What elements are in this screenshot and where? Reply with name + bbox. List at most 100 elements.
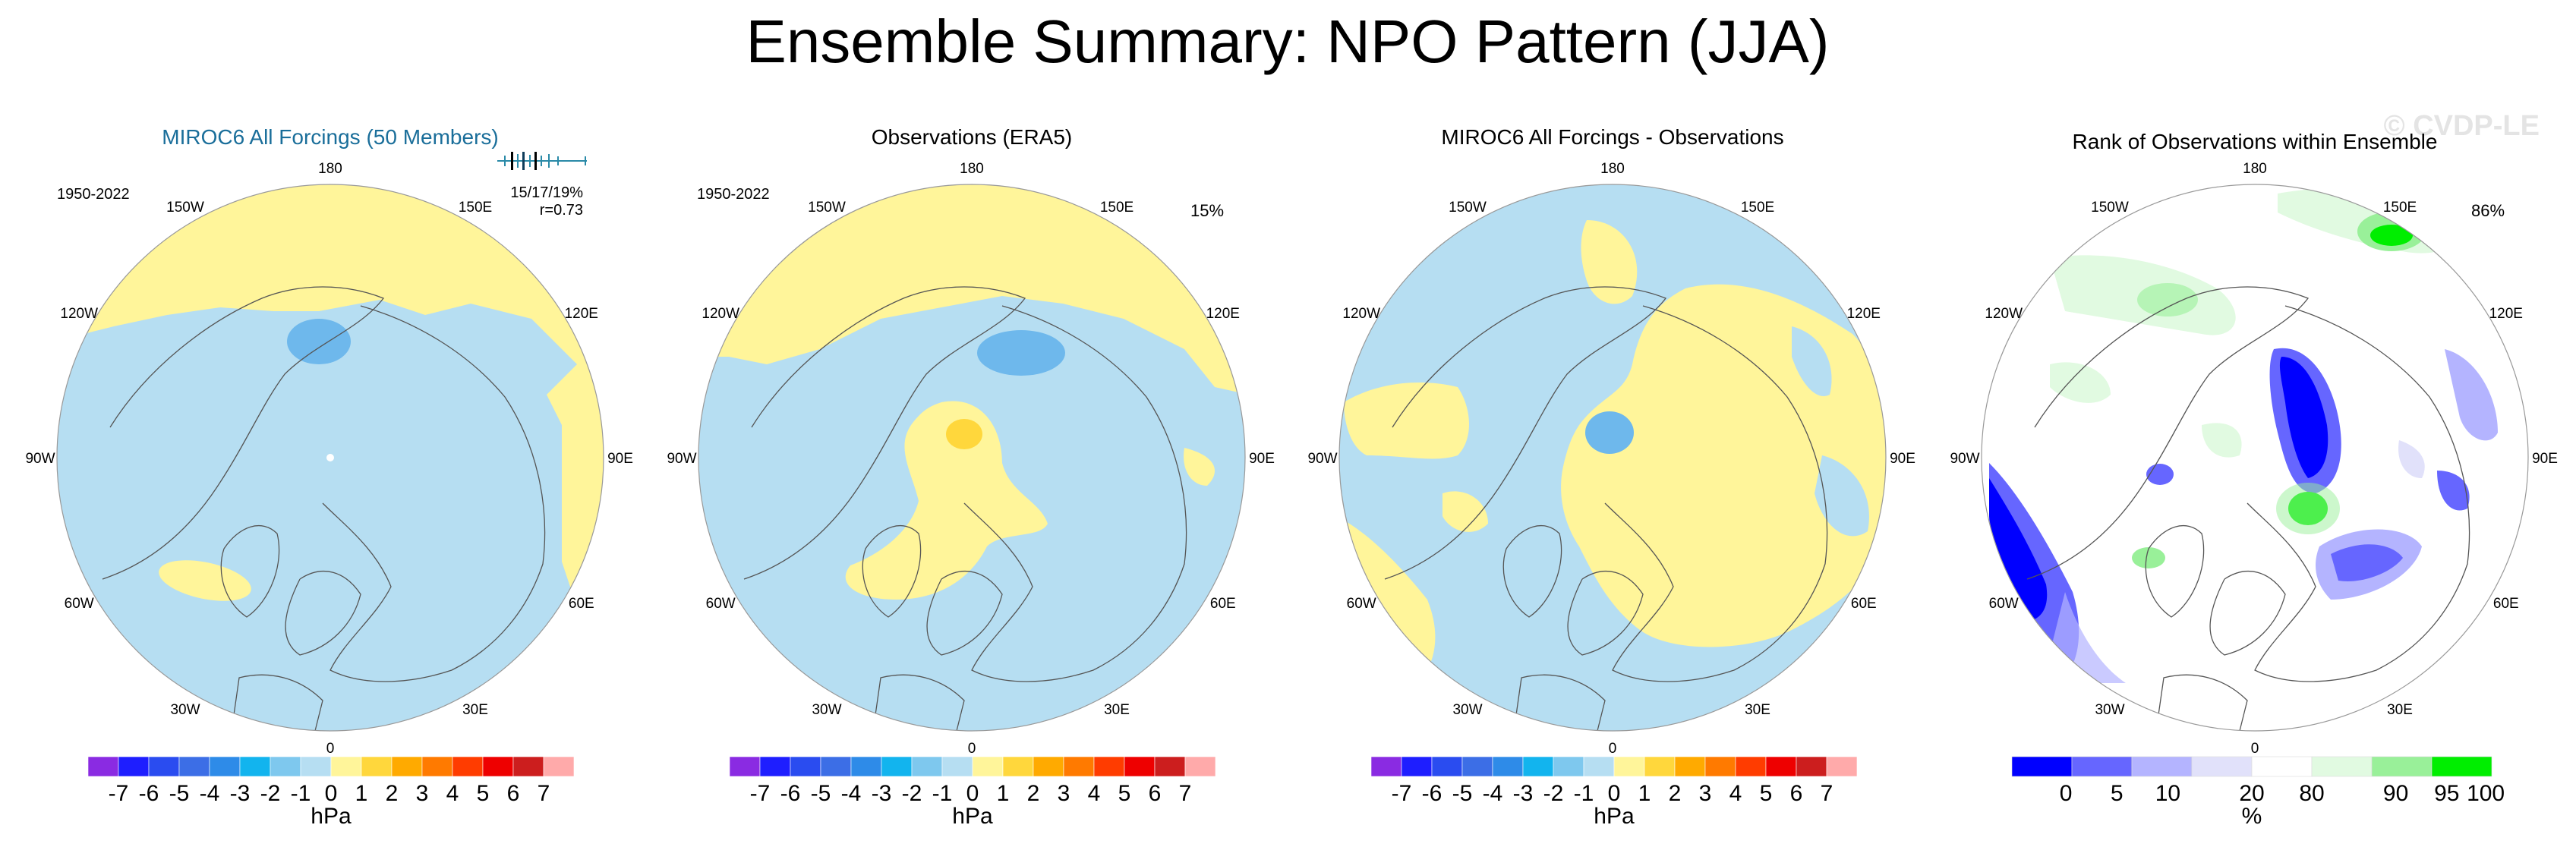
map-overlay: 180 150E 120E 90E 60E 30E 0 30W 60W 90W 120W 150W xyxy=(25,161,632,757)
lon-label: 0 xyxy=(1609,741,1617,757)
panel-title: MIROC6 All Forcings (50 Members) xyxy=(162,125,498,149)
coastline xyxy=(2155,674,2248,731)
lon-label: 180 xyxy=(1600,161,1625,177)
colorbar-tick-label: 6 xyxy=(1149,781,1162,806)
lon-label: 90E xyxy=(2532,451,2558,467)
colorbar-tick-label: 2 xyxy=(1027,781,1040,806)
colorbar-model: -7 -6 -5 -4 -3 -2 -1 0 1 2 3 4 5 6 7 hPa xyxy=(87,756,575,829)
colorbar-tick-label: -5 xyxy=(1452,781,1473,806)
coastlines xyxy=(2026,286,2470,731)
colorbar-rank: 0 5 10 20 80 90 95 100% xyxy=(2011,756,2505,829)
colorbar-difference: -7 -6 -5 -4 -3 -2 -1 0 1 2 3 4 5 6 7 hPa xyxy=(1370,756,1858,829)
colorbar-box xyxy=(1431,756,1463,777)
coastline xyxy=(1384,286,1667,580)
coastline xyxy=(285,570,361,656)
lon-label: 150W xyxy=(1449,200,1487,216)
panel-title: Observations (ERA5) xyxy=(872,125,1073,149)
period-label: 1950-2022 xyxy=(57,186,130,203)
colorbar-box xyxy=(2071,756,2133,777)
colorbar-tick-label: -7 xyxy=(109,781,129,806)
lon-label: 90E xyxy=(607,451,633,467)
colorbar-box xyxy=(911,756,943,777)
lon-label: 90E xyxy=(1249,451,1275,467)
colorbar-box xyxy=(1674,756,1706,777)
colorbar-tick-label: -5 xyxy=(811,781,831,806)
lon-label: 90W xyxy=(1950,451,1979,467)
lon-label: 120W xyxy=(1342,306,1380,322)
colorbar-box xyxy=(1124,756,1156,777)
colorbar-tick-label: 7 xyxy=(1179,781,1192,806)
map-fill xyxy=(1339,184,1886,731)
rank-percent: 86% xyxy=(2471,201,2505,220)
colorbar-box xyxy=(1461,756,1493,777)
colorbar-tick-label: 0 xyxy=(325,781,338,806)
colorbar-box xyxy=(820,756,852,777)
colorbar-tick-label: 7 xyxy=(1821,781,1833,806)
colorbar-box xyxy=(270,756,301,777)
lon-label: 30E xyxy=(1745,702,1770,718)
colorbar-tick-label: 4 xyxy=(446,781,459,806)
lon-label: 120W xyxy=(60,306,98,322)
lon-label: 180 xyxy=(960,161,984,177)
lon-label: 0 xyxy=(968,741,976,757)
colorbar-tick-label: 5 xyxy=(1118,781,1131,806)
lon-label: 60W xyxy=(1347,596,1376,612)
lon-label: 30E xyxy=(1104,702,1130,718)
lon-label: 30E xyxy=(462,702,488,718)
map-fill xyxy=(1982,184,2528,731)
colorbar-box xyxy=(1184,756,1216,777)
lon-label: 60E xyxy=(569,596,594,612)
lon-label: 120E xyxy=(1206,306,1240,322)
pattern-correlation: r=0.73 xyxy=(540,202,583,219)
map-boundary xyxy=(56,184,604,732)
colorbar-box xyxy=(1154,756,1186,777)
lon-label: 120E xyxy=(1847,306,1881,322)
ensemble-tick-strip xyxy=(497,152,587,170)
colorbar-box xyxy=(1583,756,1615,777)
coastline xyxy=(1604,305,1828,682)
colorbar-tick-label: 4 xyxy=(1729,781,1742,806)
lon-label: 30W xyxy=(170,702,200,718)
colorbar-box xyxy=(1002,756,1034,777)
colorbar-box xyxy=(2251,756,2313,777)
colorbar-tick-label: 100 xyxy=(2467,781,2505,806)
map-boundary xyxy=(1981,184,2529,732)
colorbar-tick-label: 10 xyxy=(2155,781,2180,806)
lon-label: 90E xyxy=(1890,451,1915,467)
coastline xyxy=(1567,570,1644,656)
colorbar-box xyxy=(1522,756,1554,777)
lon-label: 180 xyxy=(2243,161,2267,177)
lon-label: 60W xyxy=(65,596,94,612)
colorbar-tick-label: -7 xyxy=(750,781,771,806)
colorbar-tick-label: -3 xyxy=(872,781,892,806)
colorbar-box xyxy=(2431,756,2492,777)
colorbar-box xyxy=(543,756,575,777)
colorbar-tick-label: -2 xyxy=(902,781,922,806)
colorbar-box xyxy=(1826,756,1858,777)
colorbar-box xyxy=(391,756,423,777)
colorbar-tick-label: 5 xyxy=(1760,781,1773,806)
colorbar-box xyxy=(1370,756,1402,777)
colorbar-box xyxy=(881,756,913,777)
colorbar-tick-label: 1 xyxy=(1638,781,1651,806)
variance-explained: 15/17/19% xyxy=(510,184,583,201)
colorbar-tick-label: 3 xyxy=(1699,781,1712,806)
lon-label: 180 xyxy=(318,161,342,177)
colorbar-box xyxy=(2011,756,2073,777)
lon-label: 30E xyxy=(2387,702,2413,718)
colorbar-box xyxy=(2131,756,2193,777)
colorbar-box xyxy=(1093,756,1125,777)
variance-explained: 15% xyxy=(1190,201,1224,220)
colorbar-tick-label: -6 xyxy=(139,781,159,806)
lon-label: 0 xyxy=(2251,741,2259,757)
panel-difference: MIROC6 All Forcings - Observations xyxy=(1339,125,1886,731)
colorbar-tick-label: 5 xyxy=(477,781,490,806)
colorbar-unit: hPa xyxy=(952,804,993,829)
colorbar-tick-label: -4 xyxy=(200,781,220,806)
coastline xyxy=(322,305,546,682)
coastline xyxy=(1502,525,1562,618)
colorbar-box xyxy=(361,756,393,777)
colorbar-tick-label: 1 xyxy=(997,781,1010,806)
colorbar-box xyxy=(178,756,210,777)
lon-label: 60E xyxy=(1210,596,1236,612)
